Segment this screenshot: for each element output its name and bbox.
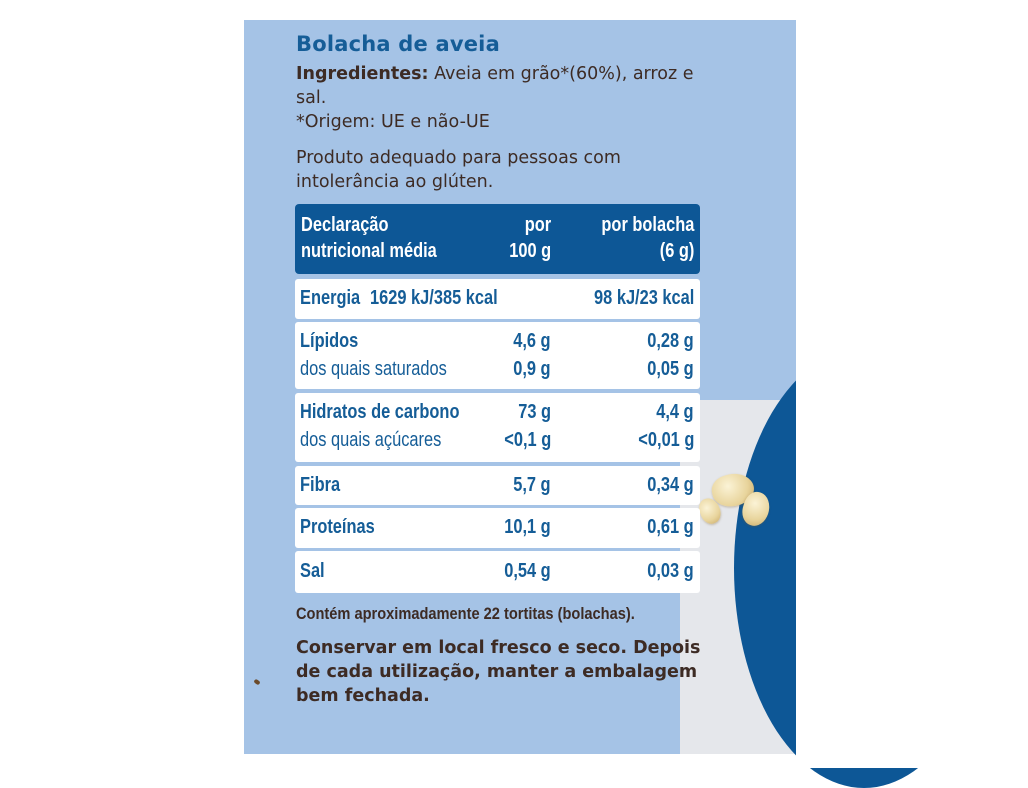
right-margin (796, 0, 1028, 768)
storage-instructions: Conservar em local fresco e seco. Depois… (296, 638, 701, 706)
row-label: Proteínas (300, 516, 375, 538)
row-label: Hidratos de carbono (300, 401, 460, 423)
ingredients-text: Ingredientes: Aveia em grão*(60%), arroz… (296, 62, 716, 134)
nutrition-row-protein: Proteínas 10,1 g 0,61 g (295, 508, 700, 548)
gluten-note: Produto adequado para pessoas com intole… (296, 148, 621, 192)
row-per100: 73 g (518, 401, 551, 423)
row-perunit: 4,4 g (656, 401, 694, 423)
nutrition-row-energy: Energia 1629 kJ/385 kcal 98 kJ/23 kcal (295, 279, 700, 319)
row-perunit: 0,03 g (647, 560, 694, 582)
row-perunit: 0,34 g (647, 474, 694, 496)
origin-note: *Origem: UE e não-UE (296, 112, 490, 132)
row-sub-per100: <0,1 g (504, 429, 551, 451)
row-perunit: 98 kJ/23 kcal (593, 287, 694, 309)
row-label: Energia (300, 287, 361, 309)
nutrition-row-fibre: Fibra 5,7 g 0,34 g (295, 466, 700, 505)
nutrition-row-salt: Sal 0,54 g 0,03 g (295, 551, 700, 593)
serving-count-note: Contém aproximadamente 22 tortitas (bola… (296, 604, 635, 623)
row-label: Lípidos (300, 330, 359, 352)
header-declaration-line2: nutricional média (301, 240, 437, 262)
ingredients-label: Ingredientes: (296, 64, 429, 84)
row-per100: 0,54 g (504, 560, 551, 582)
header-perunit-line1: por bolacha (601, 214, 694, 236)
row-label: Fibra (300, 474, 341, 496)
row-per100: 10,1 g (504, 516, 551, 538)
header-per100-line1: por (524, 214, 551, 236)
row-label: Sal (300, 560, 325, 582)
nutrition-table-header: Declaração nutricional média por 100 g p… (295, 204, 700, 274)
header-per100-line2: 100 g (509, 240, 551, 262)
header-perunit-line2: (6 g) (659, 240, 694, 262)
row-sublabel: dos quais açúcares (300, 429, 442, 451)
row-per100: 4,6 g (513, 330, 551, 352)
header-declaration-line1: Declaração (301, 214, 389, 236)
ingredients-list: Aveia em grão*(60%), arroz e sal. (296, 64, 694, 108)
row-sub-perunit: <0,01 g (637, 429, 694, 451)
row-sub-per100: 0,9 g (513, 358, 551, 380)
nutrition-row-fat: Lípidos 4,6 g 0,28 g dos quais saturados… (295, 322, 700, 389)
nutrition-row-carbs: Hidratos de carbono 73 g 4,4 g dos quais… (295, 393, 700, 462)
row-per100: 1629 kJ/385 kcal (370, 287, 498, 309)
row-sublabel: dos quais saturados (300, 358, 447, 380)
product-title: Bolacha de aveia (296, 32, 500, 56)
row-perunit: 0,61 g (647, 516, 694, 538)
row-perunit: 0,28 g (647, 330, 694, 352)
row-per100: 5,7 g (513, 474, 551, 496)
row-sub-perunit: 0,05 g (647, 358, 694, 380)
